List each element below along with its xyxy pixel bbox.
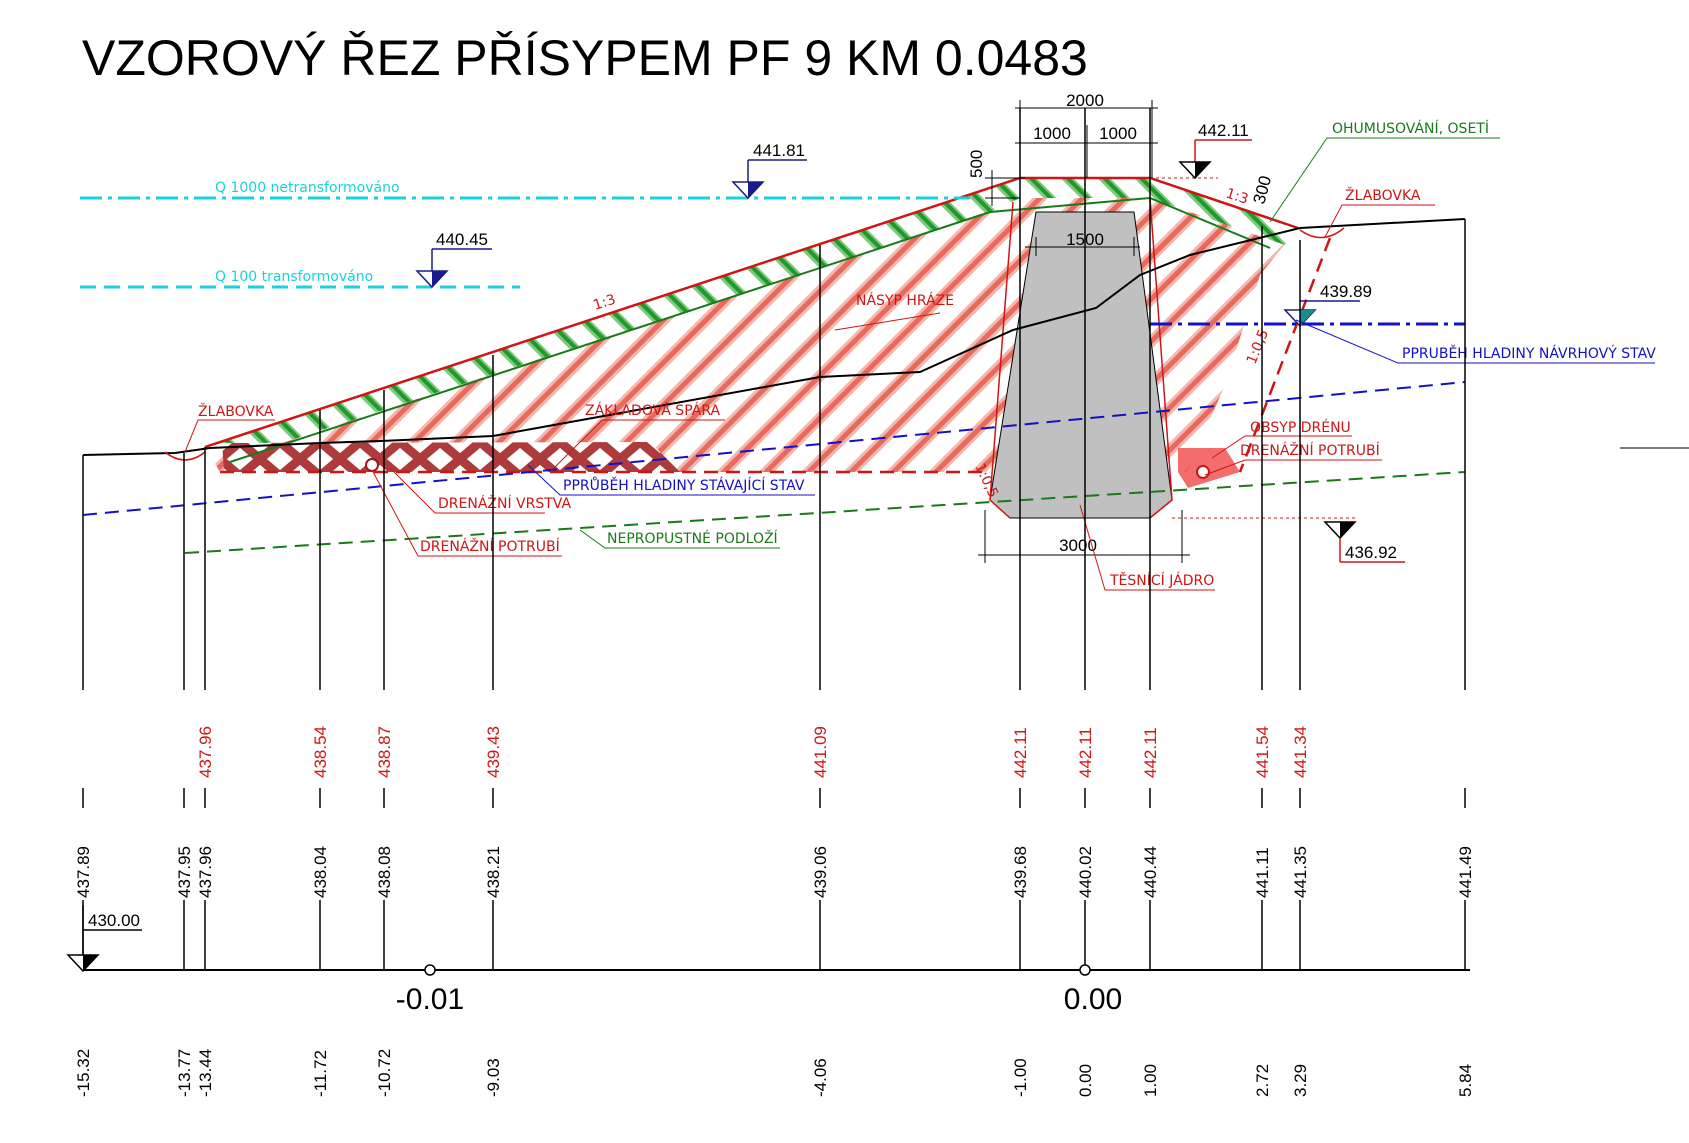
impermeable-line xyxy=(184,471,1466,554)
drain-gravel xyxy=(1178,448,1240,488)
topsoil-downstream xyxy=(1150,178,1298,245)
dim-half-right: 1000 xyxy=(1099,124,1137,143)
datum-marker xyxy=(66,905,142,973)
drain-pipe-right xyxy=(1196,465,1210,479)
design-elevation: 441.34 xyxy=(1291,726,1310,778)
dim-half-left: 1000 xyxy=(1033,124,1071,143)
station-distance: -10.72 xyxy=(375,1049,394,1097)
dim-slope-topsoil: 300 xyxy=(1250,174,1276,206)
design-elevation: 441.09 xyxy=(811,726,830,778)
station-distance: 0.00 xyxy=(1076,1064,1095,1097)
terrain-elevation: 440.02 xyxy=(1076,846,1095,898)
label-ohumusovani: OHUMUSOVÁNÍ, OSETÍ xyxy=(1332,120,1489,137)
level-marker-design xyxy=(1283,300,1360,328)
q1000-elevation: 441.81 xyxy=(753,141,805,160)
station-distance: 1.00 xyxy=(1141,1064,1160,1097)
drawing-title: VZOROVÝ ŘEZ PŘÍSYPEM PF 9 KM 0.0483 xyxy=(82,30,1088,86)
dim-crest-width: 2000 xyxy=(1066,91,1104,110)
gutter-left xyxy=(164,451,206,461)
terrain-and-water xyxy=(80,196,1689,554)
label-nepropustne: NEPROPUSTNÉ PODLOŽÍ xyxy=(607,529,778,547)
label-drenazni-vrstva: DRENÁŽNÍ VRSTVA xyxy=(438,494,571,512)
drain-pipe-left xyxy=(365,458,379,472)
station-distance: 2.72 xyxy=(1253,1064,1272,1097)
label-drenazni-potrubi-right: DRENÁŽNÍ POTRUBÍ xyxy=(1240,441,1380,459)
terrain-elevation: 437.96 xyxy=(196,846,215,898)
crest-elevation: 442.11 xyxy=(1198,121,1249,140)
slope-upstream: 1:3 xyxy=(591,292,617,314)
q1000-label: Q 1000 netransformováno xyxy=(215,180,400,196)
label-zakladova: ZÁKLADOVÁ SPÁRA xyxy=(585,402,720,419)
station-distance: -15.32 xyxy=(74,1049,93,1097)
level-marker-core-base xyxy=(1323,521,1405,563)
label-prubeh-navrh: PPRUBĚH HLADINY NÁVRHOVÝ STAV xyxy=(1402,345,1656,362)
station-distance: -11.72 xyxy=(311,1050,330,1097)
drainage-layer xyxy=(222,442,680,472)
terrain-elevation: 441.35 xyxy=(1291,846,1310,898)
terrain-elevation: 438.04 xyxy=(311,846,330,898)
station-distance: 5.84 xyxy=(1456,1064,1475,1097)
label-zlabovka-right: ŽLABOVKA xyxy=(1345,186,1421,204)
station-distance: -4.06 xyxy=(811,1058,830,1097)
slope-downstream: 1:3 xyxy=(1224,186,1250,208)
level-marker-q1000 xyxy=(731,159,807,200)
core-slope-left xyxy=(989,201,1014,519)
label-drenazni-potrubi-left: DRENÁŽNÍ POTRUBÍ xyxy=(420,537,560,555)
existing-water-line xyxy=(82,381,1466,516)
slope-drain: 1:0,5 xyxy=(1244,327,1272,366)
core-slope-right xyxy=(1149,197,1173,519)
label-prubeh-stav: PPRŮBĚH HLADINY STÁVAJÍCÍ STAV xyxy=(563,476,805,494)
design-elevation: 442.11 xyxy=(1141,727,1160,778)
core-base-elevation: 436.92 xyxy=(1345,543,1397,562)
original-terrain xyxy=(82,218,1466,456)
level-marker-q100 xyxy=(415,248,492,289)
station-distance: 3.29 xyxy=(1291,1064,1310,1097)
dim-core-base: 3000 xyxy=(1059,536,1097,555)
label-nasyp: NÁSYP HRÁZE xyxy=(856,292,954,309)
terrain-elevation: 439.06 xyxy=(811,846,830,898)
terrain-elevation: 440.44 xyxy=(1141,846,1160,898)
label-tesnici: TĚSNÍCÍ JÁDRO xyxy=(1109,572,1214,589)
axis-marker-2: 0.00 xyxy=(1064,983,1122,1016)
design-elevation: 442.11 xyxy=(1011,727,1030,778)
axis-marker-circle-2 xyxy=(1079,964,1091,976)
design-elevation: 437.96 xyxy=(196,726,215,778)
station-distance: -13.44 xyxy=(196,1049,215,1097)
dimensions xyxy=(978,100,1190,563)
terrain-elevation: 438.21 xyxy=(484,846,503,898)
axis-marker-circle-1 xyxy=(424,964,436,976)
level-marker-crest xyxy=(1178,139,1252,180)
design-elevation: 438.54 xyxy=(311,726,330,778)
design-elevation: 439.89 xyxy=(1320,282,1372,301)
terrain-elevation: 437.95 xyxy=(175,846,194,898)
dim-topsoil-depth: 500 xyxy=(967,150,986,178)
leaders xyxy=(184,137,1655,591)
topsoil-upstream xyxy=(205,178,1020,460)
terrain-elevation: 441.49 xyxy=(1456,846,1475,898)
terrain-elevation: 437.89 xyxy=(74,846,93,898)
axis-marker-1: -0.01 xyxy=(396,983,464,1016)
design-elevation: 441.54 xyxy=(1253,726,1272,778)
station-distance: -13.77 xyxy=(175,1049,194,1097)
terrain-elevation: 438.08 xyxy=(375,846,394,898)
label-zlabovka-left: ŽLABOVKA xyxy=(198,402,274,420)
topsoil-boundary xyxy=(229,196,1271,463)
dam-body xyxy=(204,176,1355,519)
design-elevation: 442.11 xyxy=(1076,727,1095,778)
station-distance: -1.00 xyxy=(1011,1058,1030,1097)
datum-elevation: 430.00 xyxy=(88,911,140,930)
terrain-elevation: 441.11 xyxy=(1253,847,1272,898)
gutter-right xyxy=(1299,227,1345,239)
profile-table: 437.89 -15.32 437.95 -13.77 437.96 -13.44 437.… xyxy=(74,108,1475,1097)
terrain-elevation: 439.68 xyxy=(1011,846,1030,898)
design-elevation: 439.43 xyxy=(484,726,503,778)
drain-slope xyxy=(1238,237,1332,473)
design-elevation: 438.87 xyxy=(375,726,394,778)
q100-elevation: 440.45 xyxy=(436,230,488,249)
station-distance: -9.03 xyxy=(484,1058,503,1097)
q100-label: Q 100 transformováno xyxy=(215,269,373,285)
